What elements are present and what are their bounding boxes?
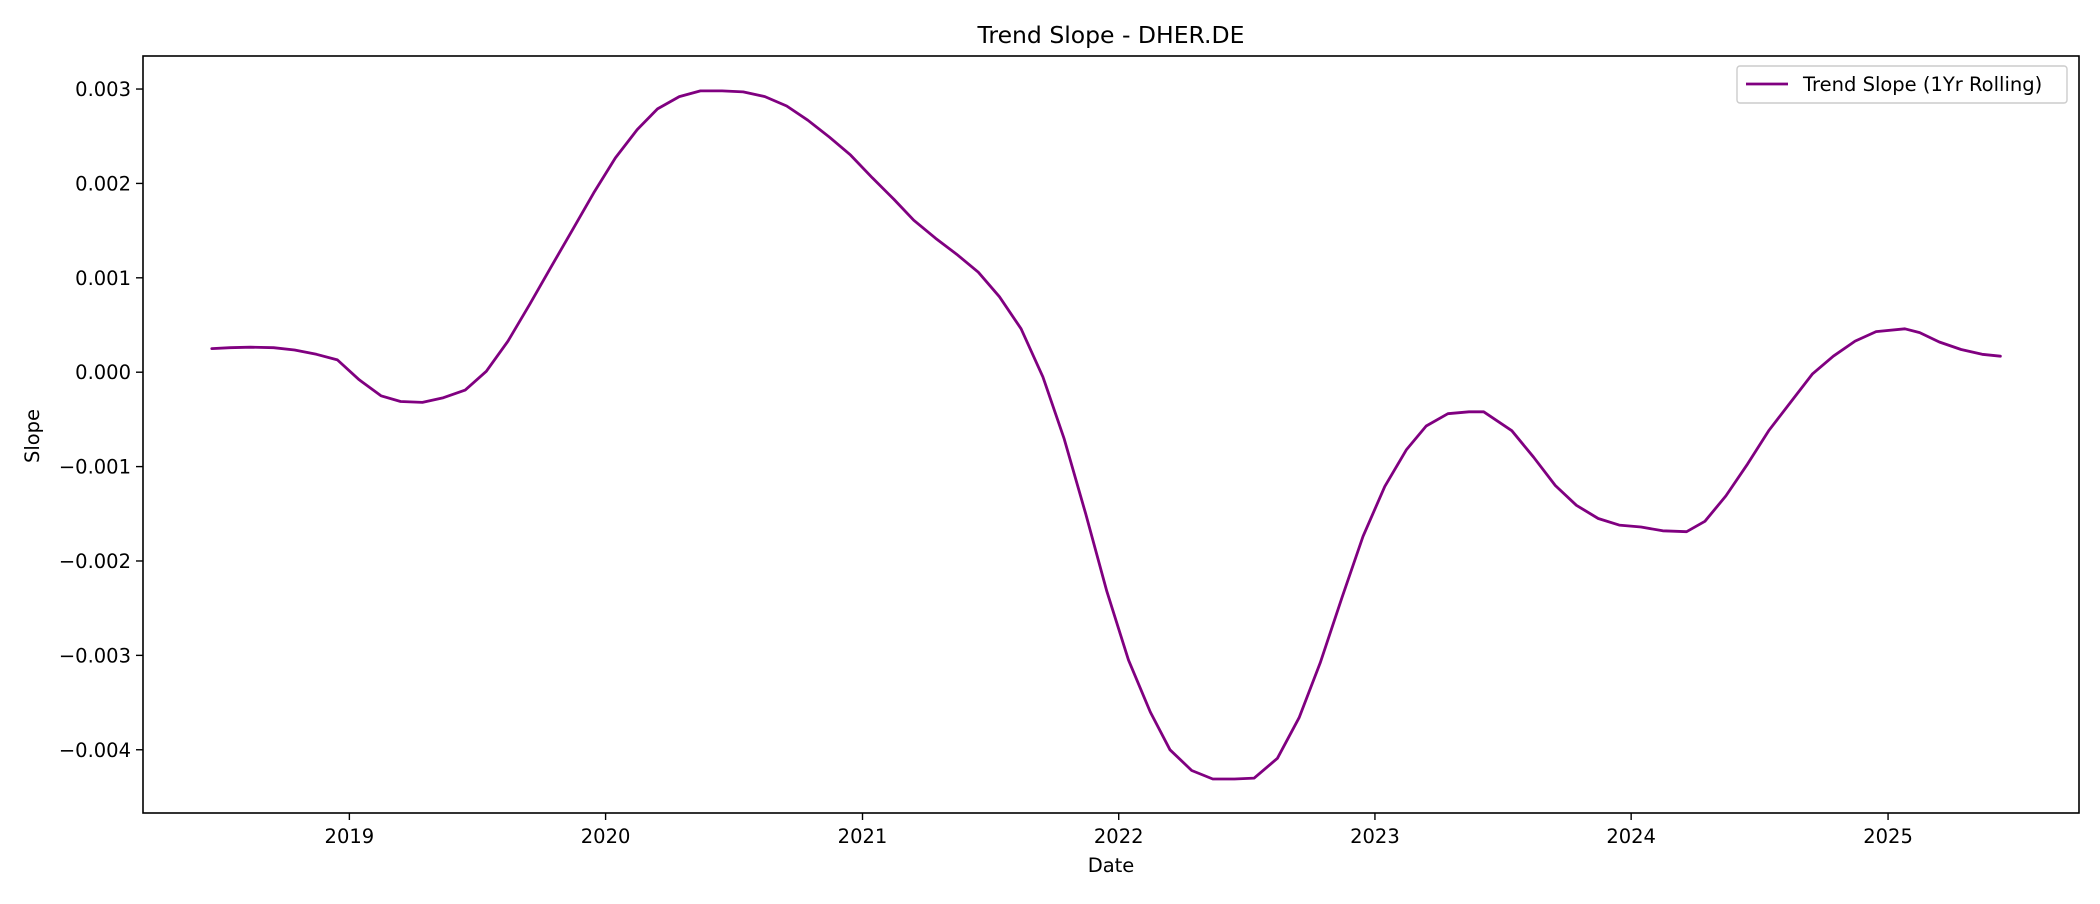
x-tick-label: 2024 <box>1606 825 1656 848</box>
x-axis-ticks: 2019 2020 2021 2022 2023 2024 2025 <box>325 813 1913 848</box>
y-axis-label: Slope <box>21 409 44 463</box>
y-tick-label: 0.000 <box>75 361 131 384</box>
y-axis-ticks: 0.003 0.002 0.001 0.000 −0.001 −0.002 −0.003 −0… <box>59 78 143 762</box>
plot-area <box>210 89 2002 781</box>
x-axis-label: Date <box>1088 854 1135 877</box>
x-tick-label: 2025 <box>1863 825 1913 848</box>
y-tick-label: −0.003 <box>59 644 131 667</box>
y-tick-label: −0.004 <box>59 739 131 762</box>
legend-box <box>1736 65 2068 104</box>
y-tick-label: 0.002 <box>75 172 131 195</box>
plot-frame <box>142 55 2080 814</box>
y-tick-label: 0.003 <box>75 78 131 101</box>
trend-slope-line <box>210 89 2002 781</box>
x-tick-label: 2022 <box>1094 825 1144 848</box>
y-tick-label: −0.002 <box>59 550 131 573</box>
x-tick-label: 2023 <box>1350 825 1400 848</box>
y-tick-label: 0.001 <box>75 267 131 290</box>
legend: Trend Slope (1Yr Rolling) <box>1736 65 2068 104</box>
y-tick-label: −0.001 <box>59 456 131 479</box>
x-tick-label: 2020 <box>581 825 631 848</box>
x-tick-label: 2021 <box>838 825 888 848</box>
x-tick-label: 2019 <box>325 825 375 848</box>
legend-label: Trend Slope (1Yr Rolling) <box>1802 73 2042 96</box>
chart-title: Trend Slope - DHER.DE <box>977 21 1245 49</box>
